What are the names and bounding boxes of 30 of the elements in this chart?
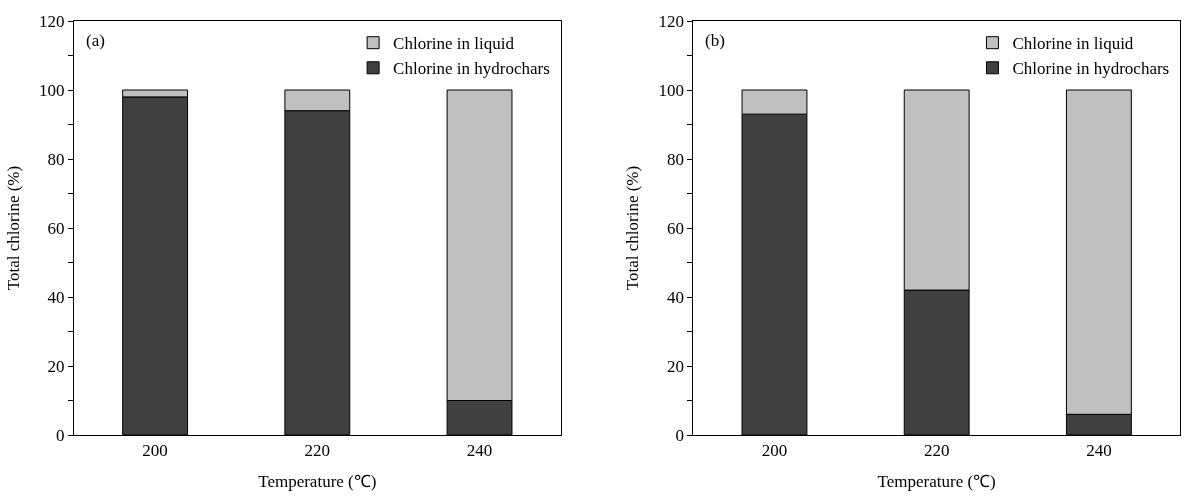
y-tick-label: 20 xyxy=(47,356,65,376)
legend-label: Chlorine in hydrochars xyxy=(1012,59,1170,79)
annotation: (a) xyxy=(86,31,105,50)
x-tick-label: 200 xyxy=(142,441,168,461)
legend-label: Chlorine in hydrochars xyxy=(393,59,550,79)
y-tick-label: 40 xyxy=(47,287,65,307)
y-tick-label: 40 xyxy=(666,287,684,307)
x-axis-title: Temperature (℃) xyxy=(877,471,996,491)
x-tick-label: 240 xyxy=(1086,441,1112,461)
legend-label: Chlorine in liquid xyxy=(393,34,515,54)
x-tick-label: 220 xyxy=(923,441,950,461)
y-tick-label: 120 xyxy=(658,11,684,31)
y-tick-label: 80 xyxy=(666,149,684,169)
y-tick-label: 60 xyxy=(666,218,684,238)
y-tick-label: 0 xyxy=(56,425,65,445)
x-axis-title: Temperature (℃) xyxy=(258,471,377,491)
y-tick-label: 0 xyxy=(675,425,684,445)
x-tick-label: 200 xyxy=(761,441,788,461)
annotation: (b) xyxy=(705,31,725,50)
y-axis-title: Total chlorine (%) xyxy=(623,165,643,291)
y-tick-label: 60 xyxy=(47,218,65,238)
y-tick-label: 100 xyxy=(658,80,684,100)
y-tick-label: 100 xyxy=(39,80,65,100)
y-axis-title: Total chlorine (%) xyxy=(3,165,23,291)
y-tick-label: 120 xyxy=(39,11,65,31)
legend-label: Chlorine in liquid xyxy=(1012,34,1134,54)
x-tick-label: 220 xyxy=(304,441,331,461)
y-tick-label: 20 xyxy=(666,356,684,376)
y-tick-label: 80 xyxy=(47,149,65,169)
x-tick-label: 240 xyxy=(466,441,493,461)
